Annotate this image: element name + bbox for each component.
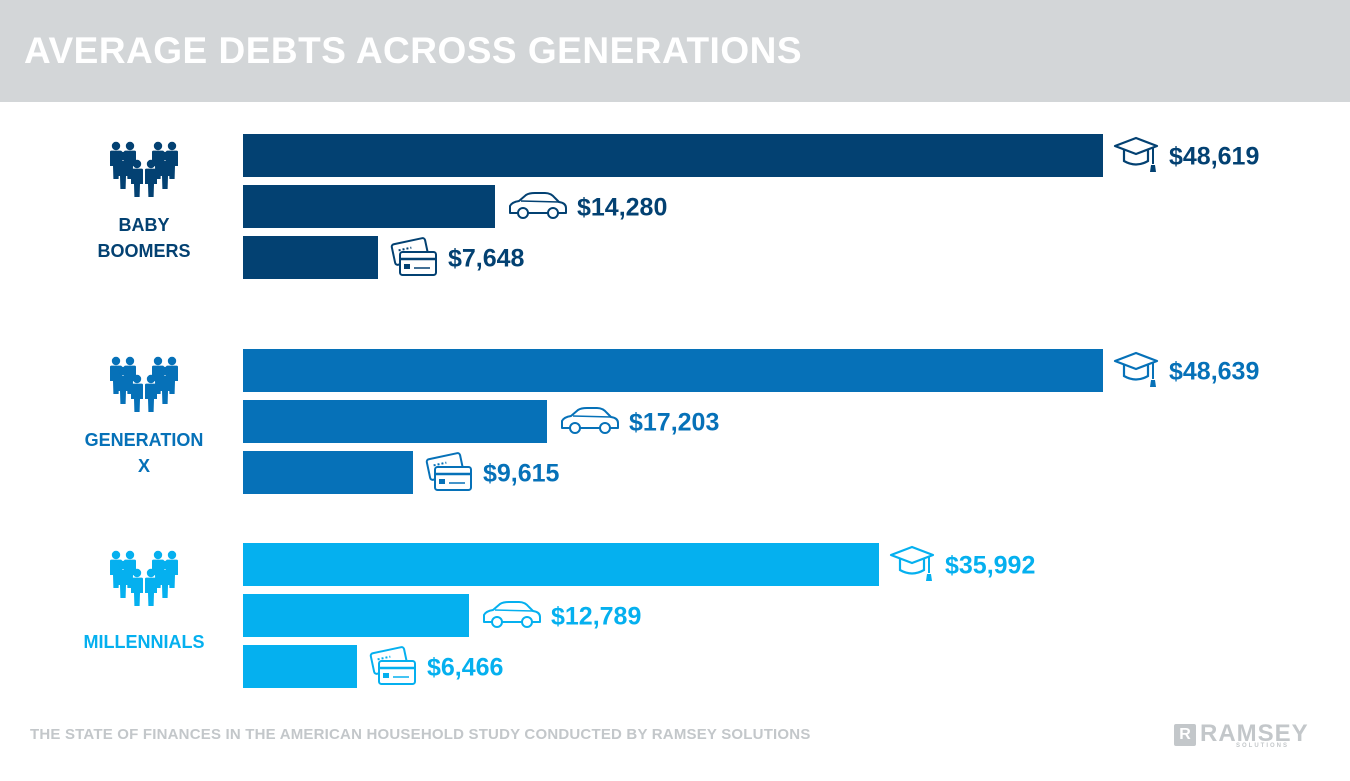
bar-student-loans	[243, 134, 1103, 177]
value-label: $48,619	[1169, 143, 1259, 171]
credit-card-icon	[390, 237, 437, 276]
ramsey-logo: R RAMSEY SOLUTIONS	[1174, 720, 1324, 750]
ramsey-logo-sub: SOLUTIONS	[1236, 743, 1290, 749]
value-label: $6,466	[427, 654, 503, 682]
generation-label: MILLENNIALS	[84, 632, 205, 652]
value-label: $7,648	[448, 245, 525, 273]
value-label: $35,992	[945, 552, 1035, 580]
source-note: THE STATE OF FINANCES IN THE AMERICAN HO…	[30, 726, 811, 743]
generation-group: MILLENNIALS $35,992 $12,789 $6,466	[84, 543, 1035, 688]
bar-student-loans	[243, 543, 879, 586]
graduation-cap-icon	[889, 545, 935, 581]
bar-car-loans	[243, 185, 495, 228]
bar-car-loans	[243, 400, 547, 443]
value-label: $9,615	[483, 460, 560, 488]
car-icon	[483, 601, 541, 628]
graduation-cap-icon	[1113, 136, 1159, 172]
car-icon	[509, 192, 567, 219]
chart-title: AVERAGE DEBTS ACROSS GENERATIONS	[24, 30, 803, 71]
header-banner: AVERAGE DEBTS ACROSS GENERATIONS	[0, 0, 1350, 102]
value-label: $48,639	[1169, 358, 1259, 386]
car-icon	[561, 407, 619, 434]
bar-student-loans	[243, 349, 1103, 392]
graduation-cap-icon	[1113, 351, 1159, 387]
ramsey-logo-text: RAMSEY	[1200, 720, 1309, 747]
bar-credit-cards	[243, 451, 413, 494]
value-label: $12,789	[551, 603, 641, 631]
bar-car-loans	[243, 594, 469, 637]
people-group-icon	[110, 141, 178, 197]
people-group-icon	[110, 356, 178, 412]
credit-card-icon	[369, 646, 416, 685]
generation-label: GENERATION X	[85, 430, 204, 476]
people-group-icon	[110, 550, 178, 606]
generation-group: GENERATION X $48,639 $17,203 $9,615	[85, 349, 1259, 494]
generation-group: BABY BOOMERS $48,619 $14,280 $7,648	[97, 134, 1259, 279]
credit-card-icon	[425, 452, 472, 491]
bar-credit-cards	[243, 236, 378, 279]
value-label: $14,280	[577, 194, 667, 222]
bar-credit-cards	[243, 645, 357, 688]
value-label: $17,203	[629, 409, 719, 437]
generation-label: BABY BOOMERS	[97, 215, 190, 261]
ramsey-logo-mark: R	[1174, 724, 1196, 746]
